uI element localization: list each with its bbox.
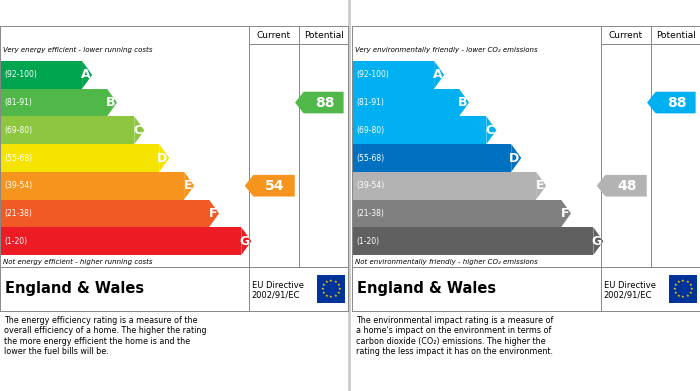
Text: 88: 88 [666,95,686,109]
Text: 48: 48 [617,179,636,193]
Text: ★: ★ [322,283,326,287]
Text: ★: ★ [690,287,693,291]
Text: ★: ★ [688,283,692,287]
Text: G: G [239,235,249,248]
Text: A: A [433,68,442,81]
Text: (69-80): (69-80) [4,126,32,135]
Text: ★: ★ [685,280,689,284]
Text: A: A [80,68,90,81]
Text: F: F [561,207,569,220]
Text: ★: ★ [674,291,678,295]
Text: Not environmentally friendly - higher CO₂ emissions: Not environmentally friendly - higher CO… [355,259,538,265]
Text: B: B [106,96,115,109]
Text: F: F [209,207,217,220]
Text: E: E [183,179,192,192]
Text: Very energy efficient - lower running costs: Very energy efficient - lower running co… [3,47,153,53]
Text: (92-100): (92-100) [356,70,389,79]
Text: 54: 54 [265,179,285,193]
Text: EU Directive: EU Directive [604,280,656,289]
Text: G: G [591,235,601,248]
Text: ★: ★ [321,287,325,291]
Text: (1-20): (1-20) [4,237,27,246]
Text: ★: ★ [337,283,340,287]
Text: Potential: Potential [304,30,344,39]
Text: ★: ★ [329,279,333,283]
Text: ★: ★ [333,294,337,298]
Text: ★: ★ [329,295,333,300]
Text: ★: ★ [685,294,689,298]
Text: (81-91): (81-91) [4,98,32,107]
Text: ★: ★ [337,287,342,291]
Text: C: C [133,124,142,137]
Text: ★: ★ [325,280,329,284]
Text: (21-38): (21-38) [356,209,384,218]
Text: C: C [485,124,494,137]
Text: Energy Efficiency Rating: Energy Efficiency Rating [92,7,256,20]
Text: ★: ★ [677,280,680,284]
Text: (81-91): (81-91) [356,98,384,107]
Text: (39-54): (39-54) [4,181,32,190]
Text: ★: ★ [673,287,676,291]
Text: 2002/91/EC: 2002/91/EC [604,291,652,300]
Text: D: D [157,151,167,165]
Text: (69-80): (69-80) [356,126,384,135]
Text: ★: ★ [333,280,337,284]
Text: England & Wales: England & Wales [357,282,496,296]
Text: E: E [536,179,544,192]
Text: (39-54): (39-54) [356,181,384,190]
Text: ★: ★ [325,294,329,298]
Text: Very environmentally friendly - lower CO₂ emissions: Very environmentally friendly - lower CO… [355,47,538,53]
Text: (1-20): (1-20) [356,237,379,246]
Text: Potential: Potential [656,30,696,39]
Text: (92-100): (92-100) [4,70,37,79]
Text: ★: ★ [674,283,678,287]
Text: B: B [458,96,467,109]
Text: (55-68): (55-68) [4,154,32,163]
Text: The energy efficiency rating is a measure of the
overall efficiency of a home. T: The energy efficiency rating is a measur… [4,316,206,356]
Text: Environmental Impact (CO₂) Rating: Environmental Impact (CO₂) Rating [410,7,642,20]
Text: ★: ★ [688,291,692,295]
Text: Current: Current [609,30,643,39]
Text: ★: ★ [677,294,680,298]
Text: England & Wales: England & Wales [5,282,144,296]
Text: 88: 88 [315,95,334,109]
Text: ★: ★ [681,279,685,283]
Text: 2002/91/EC: 2002/91/EC [252,291,300,300]
Text: ★: ★ [681,295,685,300]
Text: ★: ★ [322,291,326,295]
Text: ★: ★ [337,291,340,295]
Text: EU Directive: EU Directive [252,280,304,289]
Text: D: D [509,151,519,165]
Text: (21-38): (21-38) [4,209,32,218]
Text: (55-68): (55-68) [356,154,384,163]
Text: Not energy efficient - higher running costs: Not energy efficient - higher running co… [3,259,153,265]
Text: Current: Current [257,30,291,39]
Text: The environmental impact rating is a measure of
a home's impact on the environme: The environmental impact rating is a mea… [356,316,554,356]
